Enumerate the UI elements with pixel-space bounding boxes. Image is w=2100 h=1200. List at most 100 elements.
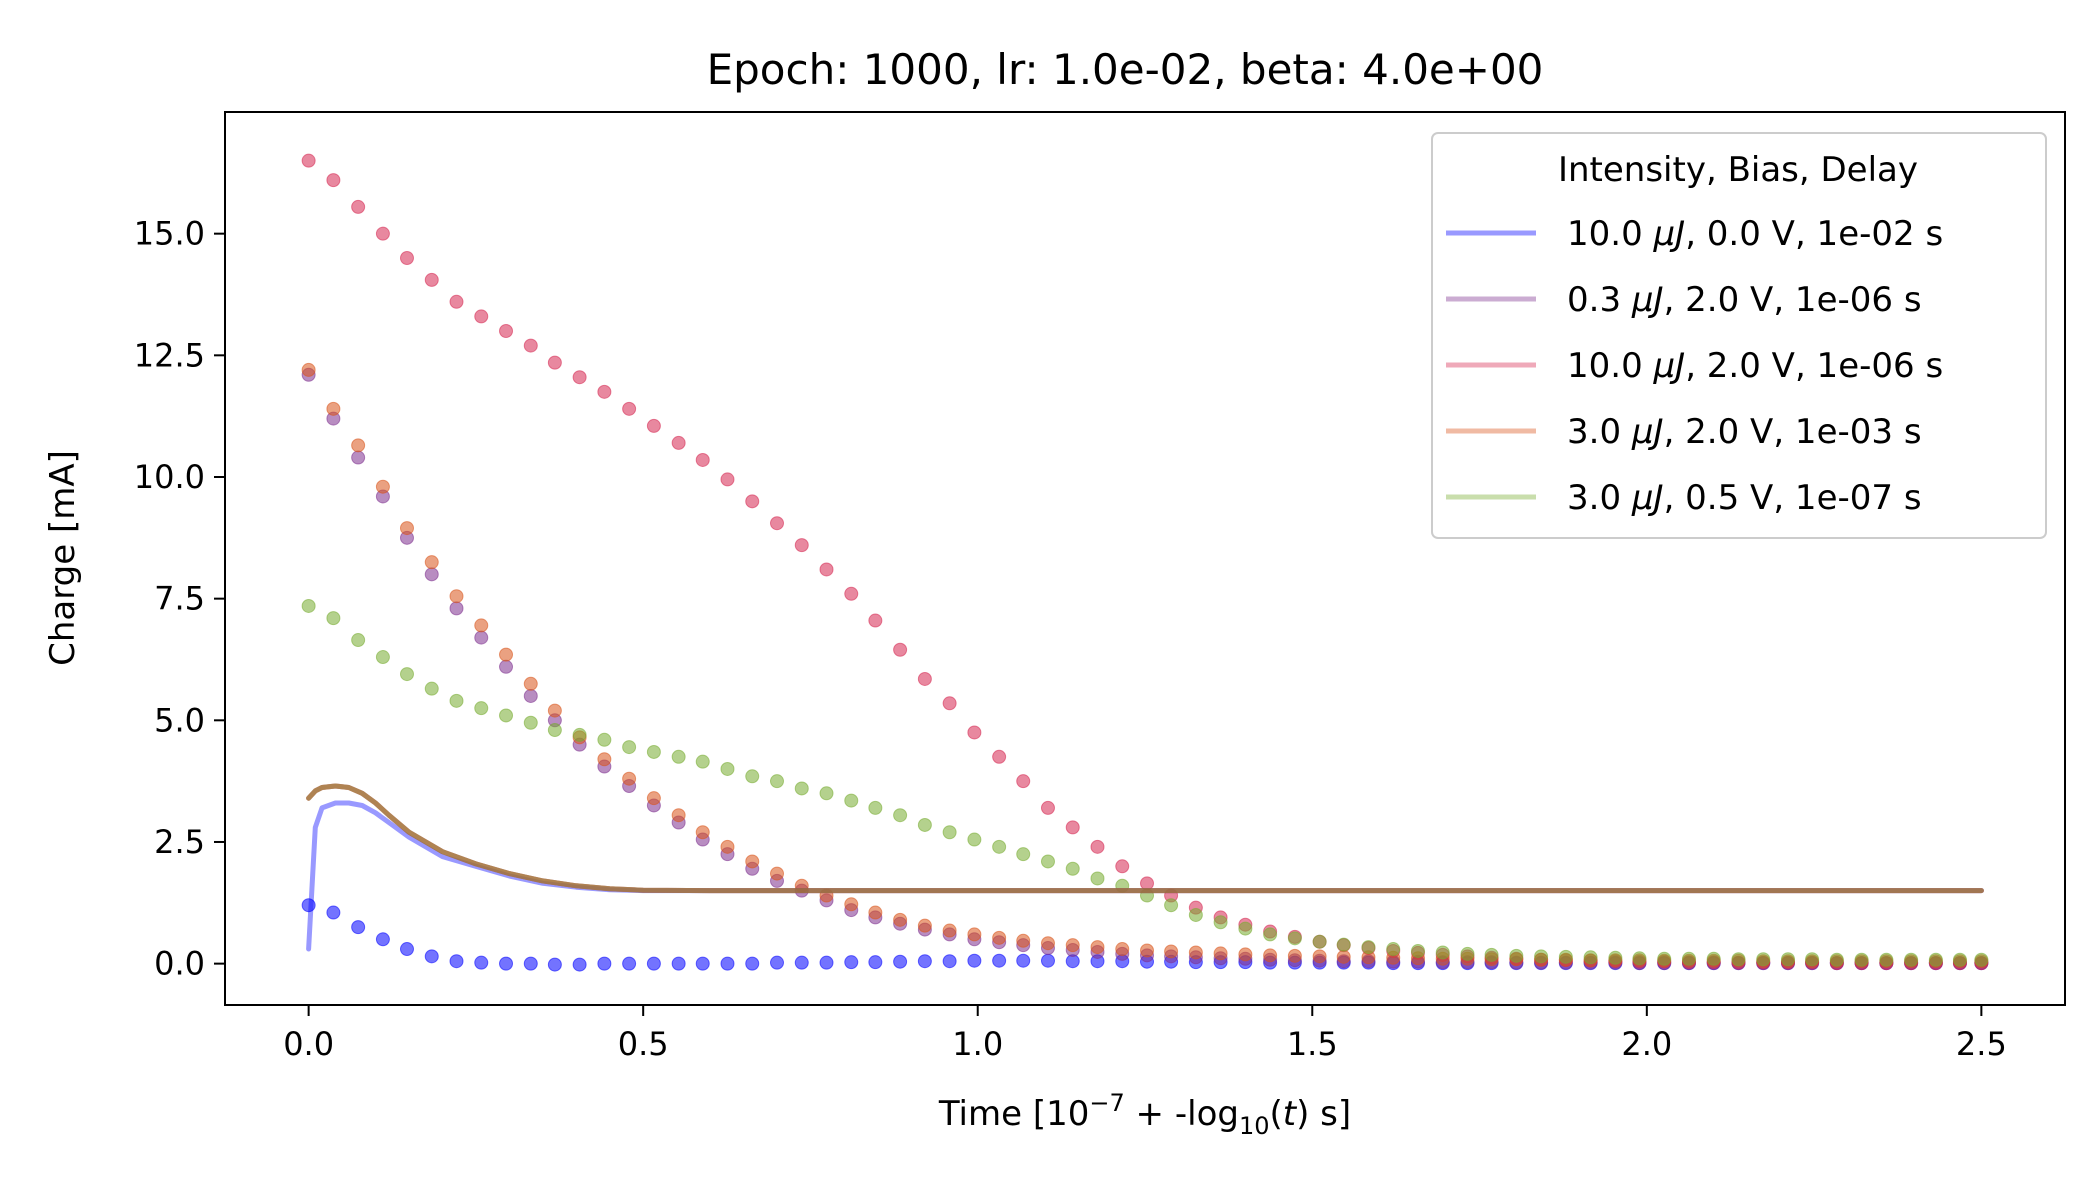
- data-point: [671, 808, 686, 823]
- data-point: [1016, 953, 1031, 968]
- x-tick-label: 0.5: [618, 1025, 669, 1063]
- data-point: [449, 693, 464, 708]
- data-point: [499, 323, 514, 338]
- data-point: [622, 740, 637, 755]
- data-point: [967, 927, 982, 942]
- data-point: [770, 516, 784, 531]
- data-point: [1040, 800, 1055, 815]
- data-point: [1460, 946, 1475, 961]
- series-layer: [301, 153, 1989, 972]
- x-tick-label: 1.0: [952, 1025, 1003, 1063]
- data-point: [967, 725, 982, 740]
- y-tick-label: 5.0: [154, 701, 205, 739]
- data-point: [1336, 937, 1351, 952]
- data-point: [1238, 947, 1253, 962]
- data-point: [671, 435, 686, 450]
- data-point: [1558, 949, 1573, 964]
- data-point: [794, 538, 809, 553]
- y-tick-label: 7.5: [154, 580, 205, 618]
- data-point: [1115, 878, 1130, 893]
- data-point: [745, 494, 760, 509]
- data-point: [301, 362, 316, 377]
- data-point: [671, 956, 686, 971]
- data-point: [893, 954, 908, 969]
- data-point: [770, 774, 784, 789]
- x-axis-label: Time [10−7 + -log10(t) s]: [938, 1089, 1351, 1140]
- data-point: [474, 955, 489, 970]
- data-point: [424, 567, 439, 582]
- data-point: [301, 598, 316, 613]
- data-point: [1040, 953, 1055, 968]
- data-point: [745, 956, 760, 971]
- legend-title: Intensity, Bias, Delay: [1558, 150, 1918, 190]
- data-point: [597, 752, 612, 767]
- data-point: [326, 905, 341, 920]
- data-point: [1312, 934, 1327, 949]
- data-point: [844, 955, 859, 970]
- data-point: [844, 586, 859, 601]
- data-point: [1952, 952, 1967, 967]
- legend-label: 3.0 μJ, 0.5 V, 1e-07 s: [1567, 478, 1922, 518]
- data-point: [1361, 940, 1376, 955]
- data-point: [1016, 847, 1031, 862]
- data-point: [794, 878, 809, 893]
- data-point: [326, 611, 341, 626]
- data-point: [351, 438, 366, 453]
- data-point: [547, 957, 562, 972]
- data-point: [597, 956, 612, 971]
- x-tick-label: 1.5: [1287, 1025, 1338, 1063]
- data-point: [967, 832, 982, 847]
- data-point: [1608, 950, 1623, 965]
- data-point: [671, 749, 686, 764]
- data-point: [375, 932, 390, 947]
- y-tick-label: 0.0: [154, 945, 205, 983]
- data-point: [917, 954, 932, 969]
- y-axis: 0.0 2.5 5.0 7.5 10.0 12.5 15.0: [134, 215, 225, 983]
- data-point: [399, 521, 414, 536]
- data-point: [1040, 936, 1055, 951]
- legend: Intensity, Bias, Delay 10.0 μJ, 0.0 V, 1…: [1431, 132, 2047, 539]
- data-point: [819, 955, 834, 970]
- data-point: [499, 647, 514, 662]
- data-point: [499, 956, 514, 971]
- data-point: [1879, 952, 1894, 967]
- data-point: [375, 479, 390, 494]
- data-point: [474, 618, 489, 633]
- legend-label: 0.3 μJ, 2.0 V, 1e-06 s: [1567, 280, 1922, 320]
- data-point: [1090, 871, 1105, 886]
- data-point: [695, 754, 710, 769]
- data-point: [474, 309, 489, 324]
- data-point: [1756, 952, 1771, 967]
- series-line-10-0-j-2-0-v-1e-06-s: [306, 783, 1984, 894]
- data-point: [1287, 948, 1302, 963]
- data-point: [547, 723, 562, 738]
- data-point: [351, 633, 366, 648]
- x-axis: 0.0 0.5 1.0 1.5 2.0 2.5: [283, 1005, 2007, 1063]
- data-point: [819, 888, 834, 903]
- data-point: [794, 955, 809, 970]
- data-point: [1829, 952, 1844, 967]
- data-point: [1681, 951, 1696, 966]
- data-point: [1164, 898, 1179, 913]
- data-point: [1410, 943, 1425, 958]
- data-point: [1140, 943, 1155, 958]
- y-tick-label: 15.0: [134, 215, 205, 253]
- data-point: [942, 825, 957, 840]
- data-point: [474, 701, 489, 716]
- data-point: [1115, 942, 1130, 957]
- data-point: [523, 338, 538, 353]
- data-point: [992, 839, 1007, 854]
- data-point: [1164, 944, 1179, 959]
- data-point: [1090, 839, 1105, 854]
- data-point: [1263, 927, 1278, 942]
- data-point: [646, 744, 661, 759]
- x-tick-label: 2.0: [1621, 1025, 1672, 1063]
- y-tick-label: 12.5: [134, 336, 205, 374]
- data-point: [1188, 945, 1203, 960]
- data-point: [523, 688, 538, 703]
- data-point: [547, 703, 562, 718]
- data-point: [1287, 931, 1302, 946]
- data-point: [770, 955, 784, 970]
- data-point: [844, 793, 859, 808]
- data-point: [695, 452, 710, 467]
